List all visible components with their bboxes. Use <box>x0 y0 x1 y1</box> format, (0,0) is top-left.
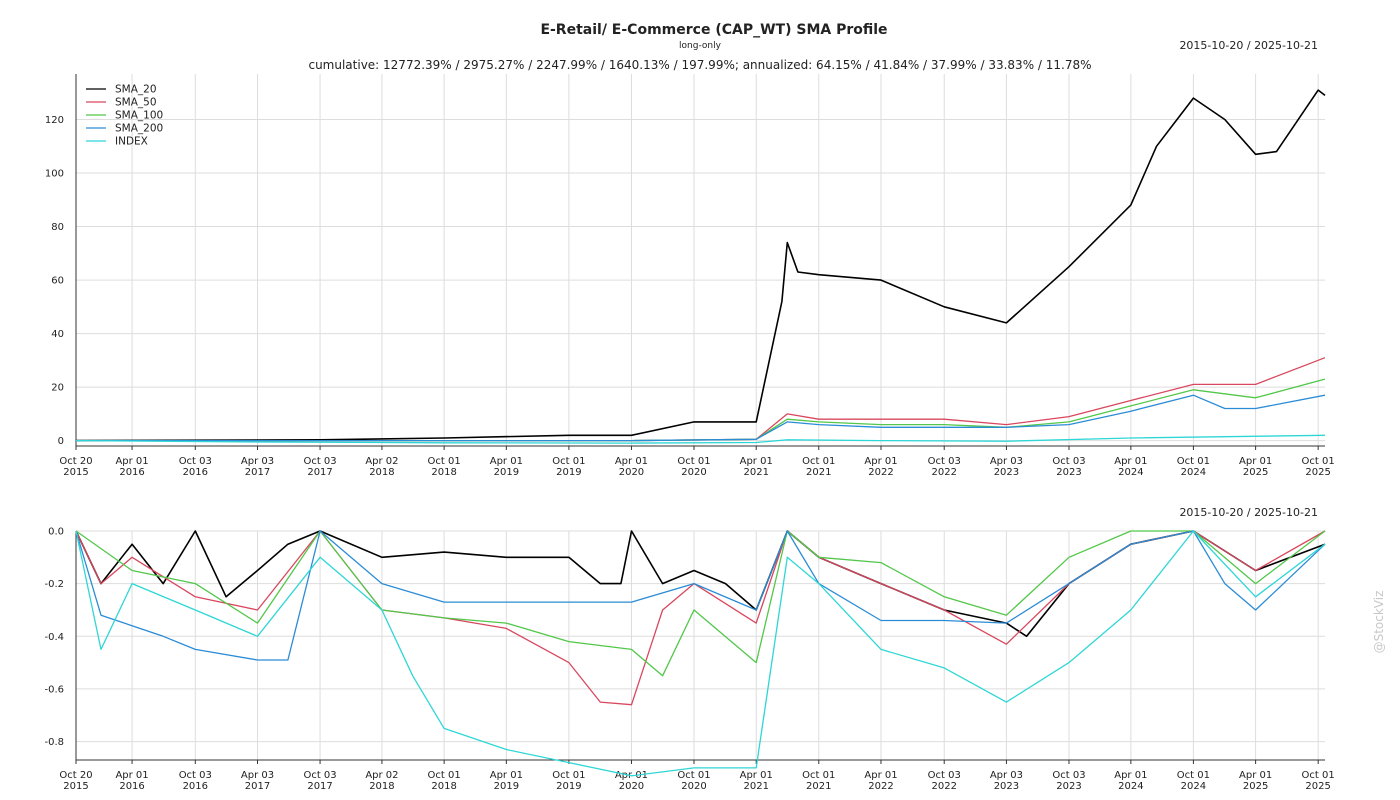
date-range-bottom: 2015-10-20 / 2025-10-21 <box>1179 506 1318 519</box>
x-tick-label: Apr 01 2022 <box>864 456 897 478</box>
x-tick-label: Apr 01 2019 <box>490 770 523 792</box>
series-line-sma-200 <box>75 530 1326 661</box>
y-tick-label: -0.6 <box>44 684 64 695</box>
x-tick-label: Apr 01 2016 <box>115 770 148 792</box>
legend-label-sma-20: SMA_20 <box>115 84 157 96</box>
y-tick-label: 0 <box>58 436 64 447</box>
x-tick-label: Apr 01 2025 <box>1239 456 1272 478</box>
x-tick-label: Oct 01 2024 <box>1177 770 1210 792</box>
x-tick-label: Oct 03 2016 <box>179 456 212 478</box>
series-line-index <box>75 434 1326 444</box>
x-tick-label: Apr 02 2018 <box>365 770 398 792</box>
x-tick-label: Apr 03 2023 <box>990 770 1023 792</box>
x-tick-label: Apr 01 2022 <box>864 770 897 792</box>
series-line-sma-100 <box>75 530 1326 677</box>
x-tick-label: Apr 01 2025 <box>1239 770 1272 792</box>
series-line-sma-50 <box>76 357 1326 442</box>
cumulative-returns-panel: 0 20 40 60 80 100 120 Oct 20 2015 Apr 01 2016 Oct 0… <box>45 74 1335 478</box>
x-tick-label: Oct 01 2019 <box>552 770 585 792</box>
series-line-sma-200 <box>76 394 1326 442</box>
y-tick-label: 80 <box>51 222 64 233</box>
y-tick-label: -0.4 <box>44 632 64 643</box>
series-line-index <box>75 530 1326 777</box>
legend-label-sma-100: SMA_100 <box>115 110 163 122</box>
x-tick-label: Oct 01 2019 <box>552 456 585 478</box>
watermark: @StockViz <box>1372 591 1386 654</box>
x-tick-label: Oct 20 2015 <box>59 456 92 478</box>
legend-label-index: INDEX <box>115 136 148 148</box>
date-range-top: 2015-10-20 / 2025-10-21 <box>1179 39 1318 52</box>
y-tick-label: 60 <box>51 276 64 287</box>
x-tick-label: Oct 01 2024 <box>1177 456 1210 478</box>
x-tick-label: Oct 01 2020 <box>677 456 710 478</box>
x-tick-label: Oct 03 2022 <box>928 456 961 478</box>
x-tick-label: Oct 03 2017 <box>303 456 336 478</box>
x-tick-label: Oct 20 2015 <box>59 770 92 792</box>
x-tick-label: Apr 01 2024 <box>1114 456 1147 478</box>
x-tick-label: Apr 03 2017 <box>241 770 274 792</box>
legend-label-sma-200: SMA_200 <box>115 123 163 135</box>
legend-label-sma-50: SMA_50 <box>115 97 157 109</box>
drawdown-panel: 0.0 -0.2 -0.4 -0.6 -0.8 Oct 20 2015 Apr 01 2016 O… <box>44 527 1334 793</box>
x-tick-label: Oct 01 2025 <box>1302 770 1335 792</box>
x-tick-label: Oct 01 2021 <box>802 456 835 478</box>
y-tick-label: 120 <box>45 115 64 126</box>
x-tick-label: Oct 03 2023 <box>1052 456 1085 478</box>
y-tick-label: -0.8 <box>44 737 64 748</box>
x-tick-label: Oct 01 2018 <box>428 456 461 478</box>
x-tick-label: Oct 01 2025 <box>1302 456 1335 478</box>
x-tick-label: Apr 03 2017 <box>241 456 274 478</box>
x-tick-label: Apr 02 2018 <box>365 456 398 478</box>
x-tick-label: Oct 01 2018 <box>428 770 461 792</box>
x-tick-label: Apr 01 2021 <box>740 770 773 792</box>
x-tick-label: Apr 01 2020 <box>615 456 648 478</box>
x-tick-label: Oct 01 2021 <box>802 770 835 792</box>
stats-line: cumulative: 12772.39% / 2975.27% / 2247.… <box>308 58 1091 72</box>
chart-title: E-Retail/ E-Commerce (CAP_WT) SMA Profil… <box>540 22 887 38</box>
x-tick-label: Apr 03 2023 <box>990 456 1023 478</box>
chart-subtitle: long-only <box>679 41 722 51</box>
y-tick-label: 0.0 <box>48 527 64 538</box>
x-tick-label: Oct 01 2020 <box>677 770 710 792</box>
x-tick-label: Apr 01 2021 <box>740 456 773 478</box>
x-tick-label: Oct 03 2017 <box>303 770 336 792</box>
x-tick-label: Oct 03 2022 <box>928 770 961 792</box>
x-tick-label: Oct 03 2016 <box>179 770 212 792</box>
x-tick-label: Apr 01 2024 <box>1114 770 1147 792</box>
series-line-sma-20 <box>75 530 1326 638</box>
x-tick-label: Apr 01 2019 <box>490 456 523 478</box>
x-tick-label: Oct 03 2023 <box>1052 770 1085 792</box>
y-tick-label: -0.2 <box>44 579 64 590</box>
series-line-sma-20 <box>75 89 1326 442</box>
y-tick-label: 20 <box>51 383 64 394</box>
y-tick-label: 40 <box>51 329 64 340</box>
y-tick-label: 100 <box>45 169 64 180</box>
series-line-sma-50 <box>75 530 1326 706</box>
x-tick-label: Apr 01 2016 <box>115 456 148 478</box>
